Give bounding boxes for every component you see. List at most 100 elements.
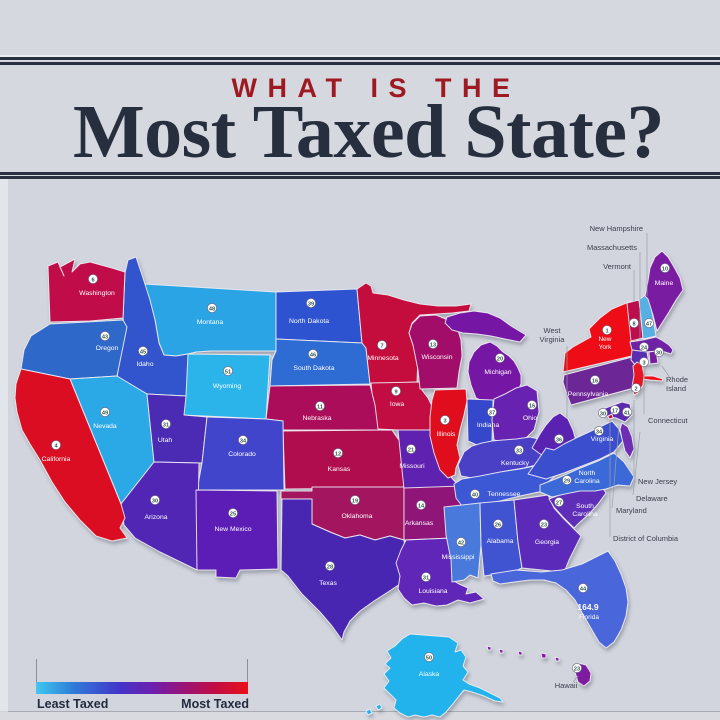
svg-text:28: 28 [327,564,333,570]
svg-text:41: 41 [624,410,630,416]
svg-text:Vermont: Vermont [603,262,632,271]
svg-text:South: South [576,503,594,510]
svg-text:North Dakota: North Dakota [289,318,329,325]
svg-text:36: 36 [556,437,562,443]
svg-text:42: 42 [458,540,464,546]
svg-text:3: 3 [642,360,645,366]
svg-text:Connecticut: Connecticut [648,416,689,425]
svg-text:31: 31 [423,575,429,581]
svg-text:11: 11 [317,404,323,410]
svg-text:York: York [599,344,613,351]
svg-text:Least Taxed: Least Taxed [37,697,108,711]
svg-text:24: 24 [641,345,648,351]
svg-text:39: 39 [308,301,314,307]
svg-text:164.9: 164.9 [577,602,599,612]
svg-text:50: 50 [426,655,432,661]
svg-text:43: 43 [102,334,108,340]
svg-text:California: California [42,456,71,463]
svg-text:Most Taxed: Most Taxed [181,697,249,711]
svg-text:Arkansas: Arkansas [405,520,434,527]
svg-text:37: 37 [489,410,495,416]
svg-text:12: 12 [335,451,341,457]
svg-text:6: 6 [91,277,94,283]
svg-text:Delaware: Delaware [636,494,668,503]
svg-text:10: 10 [662,266,668,272]
svg-text:New Jersey: New Jersey [638,477,677,486]
svg-text:8: 8 [632,321,635,327]
svg-text:Utah: Utah [158,437,173,444]
svg-text:25: 25 [230,511,236,517]
svg-text:19: 19 [352,498,358,504]
svg-text:Wisconsin: Wisconsin [422,354,453,361]
svg-text:Massachusetts: Massachusetts [587,243,637,252]
svg-text:1: 1 [605,328,608,334]
svg-text:27: 27 [556,500,562,506]
svg-text:9: 9 [394,389,397,395]
svg-text:34: 34 [240,438,247,444]
svg-text:Island: Island [666,384,686,393]
svg-text:Maryland: Maryland [616,506,647,515]
svg-text:Kentucky: Kentucky [501,460,530,467]
svg-text:New: New [598,336,611,343]
svg-text:30: 30 [656,350,662,356]
svg-text:North: North [579,470,596,477]
svg-text:Minnesota: Minnesota [367,355,399,362]
svg-text:Louisiana: Louisiana [418,588,447,595]
svg-text:3: 3 [443,418,446,424]
svg-text:Alaska: Alaska [419,671,440,678]
svg-text:Pennsylvania: Pennsylvania [568,391,609,398]
svg-text:49: 49 [102,410,108,416]
svg-text:2: 2 [634,386,637,392]
svg-text:34: 34 [596,429,603,435]
svg-text:Virginia: Virginia [540,335,566,344]
svg-text:29: 29 [564,478,570,484]
svg-text:New Mexico: New Mexico [214,526,251,533]
svg-text:Nevada: Nevada [93,423,117,430]
svg-text:7: 7 [380,343,383,349]
svg-text:44: 44 [580,586,587,592]
svg-text:Colorado: Colorado [228,451,256,458]
svg-text:14: 14 [418,503,425,509]
svg-text:48: 48 [209,306,215,312]
svg-text:Arizona: Arizona [144,514,167,521]
svg-text:Virginia: Virginia [591,436,614,443]
svg-text:46: 46 [310,352,316,358]
svg-text:Carolina: Carolina [572,511,598,518]
svg-text:Carolina: Carolina [574,478,600,485]
svg-text:Montana: Montana [197,319,224,326]
svg-text:Tennessee: Tennessee [488,491,521,498]
svg-text:Missouri: Missouri [399,463,425,470]
svg-text:South Dakota: South Dakota [293,365,334,372]
svg-text:40: 40 [472,492,478,498]
svg-text:Texas: Texas [319,580,337,587]
svg-text:Michigan: Michigan [484,369,511,376]
svg-text:West: West [544,326,562,335]
svg-text:Indiana: Indiana [477,422,500,429]
svg-text:26: 26 [495,522,501,528]
svg-text:47: 47 [646,321,652,327]
svg-text:Idaho: Idaho [136,361,153,368]
svg-text:16: 16 [592,378,598,384]
svg-text:Illinois: Illinois [437,431,456,438]
svg-text:Florida: Florida [579,614,599,621]
svg-text:13: 13 [430,342,436,348]
svg-text:District of Columbia: District of Columbia [613,534,679,543]
svg-text:Washington: Washington [79,290,115,297]
svg-text:Oregon: Oregon [96,345,119,352]
svg-text:33: 33 [516,448,522,454]
svg-text:51: 51 [225,369,231,375]
svg-text:Ohio: Ohio [523,415,538,422]
svg-text:Nebraska: Nebraska [302,415,331,422]
svg-text:Maine: Maine [655,280,674,287]
svg-text:23: 23 [541,522,547,528]
svg-text:Iowa: Iowa [390,401,405,408]
svg-text:Mississippi: Mississippi [442,554,475,561]
svg-text:30: 30 [152,498,158,504]
svg-text:4: 4 [54,443,58,449]
svg-text:21: 21 [408,447,414,453]
svg-text:30: 30 [600,411,606,417]
svg-text:45: 45 [140,349,146,355]
svg-text:16: 16 [529,403,535,409]
svg-text:Hawaii: Hawaii [555,681,578,690]
svg-text:Kansas: Kansas [328,466,351,473]
